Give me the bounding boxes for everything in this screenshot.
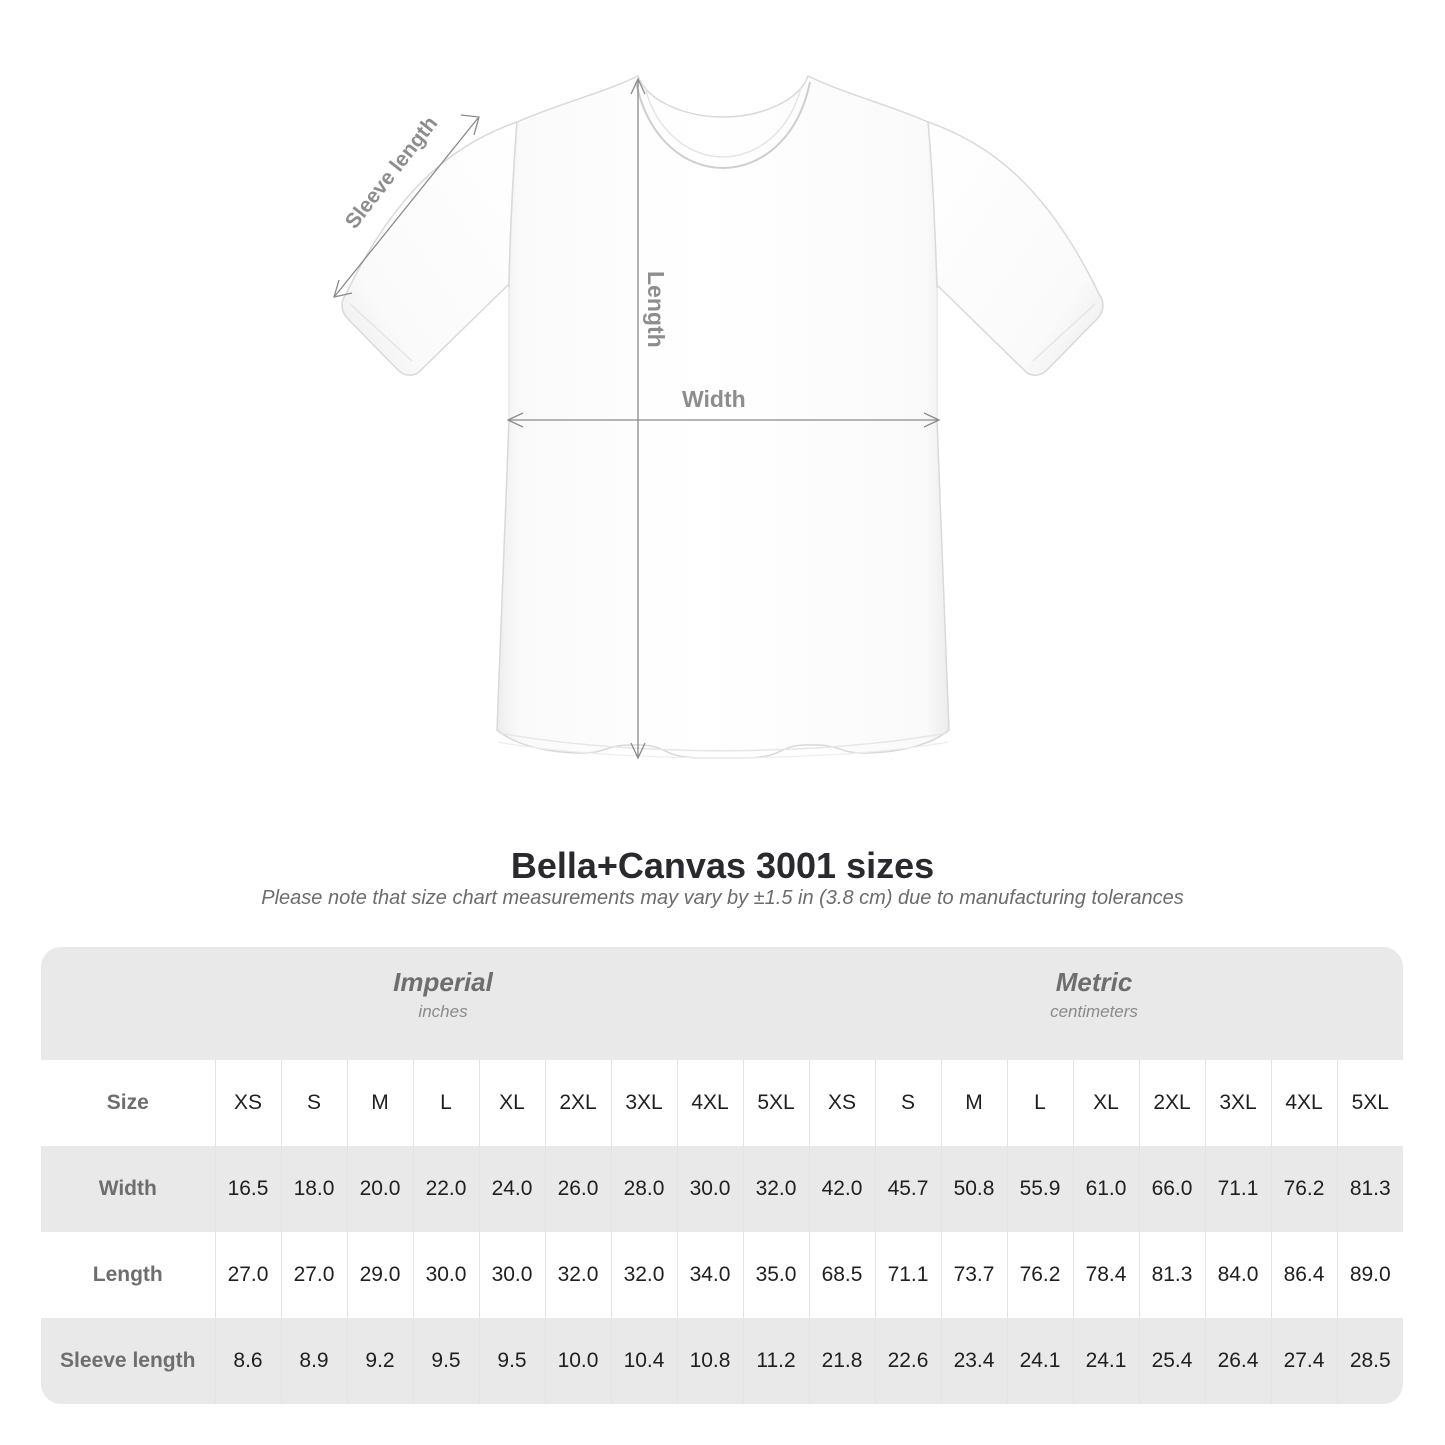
svg-text:Width: Width bbox=[682, 386, 746, 412]
svg-text:Length: Length bbox=[643, 271, 669, 348]
